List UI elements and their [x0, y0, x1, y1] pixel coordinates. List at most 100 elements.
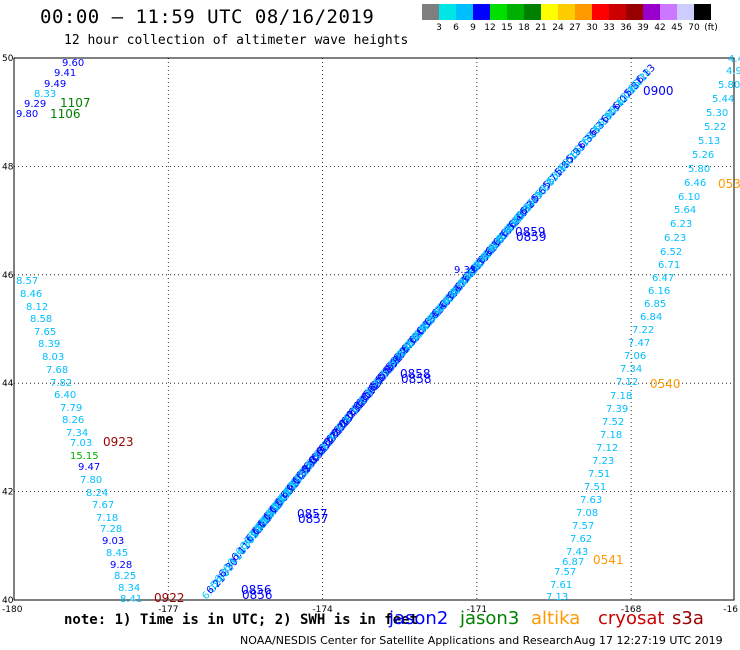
- wave-height-label: 7.18: [96, 513, 118, 524]
- satellite-legend-altika: altika: [531, 608, 581, 629]
- wave-height-label: 7.13: [546, 592, 568, 603]
- legend-swatch: [541, 4, 558, 20]
- lon-tick-label: -16: [723, 605, 738, 615]
- legend-label: 39: [637, 23, 649, 33]
- wave-height-label: 6.40: [54, 390, 76, 401]
- wave-height-label: 7.47: [628, 338, 650, 349]
- legend-swatch: [626, 4, 643, 20]
- wave-height-label: 7.61: [550, 580, 572, 591]
- pass-time-label: 1106: [50, 107, 81, 121]
- wave-height-label: 6.16: [648, 286, 670, 297]
- wave-height-label: 7.82: [50, 378, 72, 389]
- wave-height-label: 6.23: [670, 219, 692, 230]
- wave-height-label: 6.84: [640, 312, 662, 323]
- wave-height-label: 8.46: [20, 289, 42, 300]
- wave-height-label: 7.57: [554, 567, 576, 578]
- wave-height-label: 5.64: [674, 205, 696, 216]
- wave-height-label: 6.52: [660, 247, 682, 258]
- wave-height-label: 7.57: [572, 521, 594, 532]
- legend-swatch: [439, 4, 456, 20]
- wave-height-label: 9.49: [44, 79, 66, 90]
- pass-time-label: 0858: [401, 372, 432, 386]
- legend-label: 6: [453, 23, 459, 33]
- wave-height-label: 5.30: [706, 108, 728, 119]
- wave-height-label: 7.08: [576, 508, 598, 519]
- legend-swatch: [643, 4, 660, 20]
- legend-label: 21: [535, 23, 547, 33]
- wave-height-label: 9.47: [78, 462, 100, 473]
- generated-timestamp: Aug 17 12:27:19 UTC 2019: [574, 634, 723, 647]
- pass-time-label: 0857: [297, 507, 328, 521]
- wave-height-label: 8.57: [16, 276, 38, 287]
- wave-height-label: 5.26: [692, 150, 714, 161]
- wave-height-label: 5.80: [688, 164, 710, 175]
- map-frame: [13, 57, 735, 601]
- legend-label: 30: [586, 23, 598, 33]
- wave-height-label: 7.12: [616, 377, 638, 388]
- legend-label: 15: [501, 23, 513, 33]
- lon-tick-label: -177: [158, 605, 178, 615]
- legend-label: 70: [688, 23, 700, 33]
- wave-height-label: 8.12: [26, 302, 48, 313]
- map-grid: [14, 58, 734, 600]
- pass-time-label: 0857: [298, 512, 329, 526]
- legend-swatch: [524, 4, 541, 20]
- lat-tick-label: 42: [2, 488, 13, 498]
- legend-swatch: [575, 4, 592, 20]
- wave-height-label: 6.10: [678, 192, 700, 203]
- pass-time-label: 0922: [154, 591, 185, 605]
- pass-time-label: 0540: [650, 377, 681, 391]
- legend-label: 9: [470, 23, 476, 33]
- lat-tick-label: 48: [2, 162, 14, 172]
- wave-height-label: 5.13: [698, 136, 720, 147]
- legend-label: 45: [671, 23, 683, 33]
- legend-label: 12: [484, 23, 496, 33]
- satellite-legend-s3a: s3a: [672, 608, 704, 629]
- lat-tick-label: 44: [2, 379, 14, 389]
- wave-height-label: 6.47: [652, 273, 674, 284]
- wave-height-label: 8.25: [114, 571, 136, 582]
- wave-height-label: 7.51: [584, 482, 606, 493]
- lat-tick-label: 50: [2, 54, 14, 64]
- satellite-legend-jason2: jason2: [389, 608, 449, 629]
- pass-time-label: 053: [718, 177, 740, 191]
- wave-height-label: 9.80: [16, 109, 38, 120]
- wave-height-label: 4.4: [728, 54, 740, 65]
- pass-time-label: 0859: [515, 225, 546, 239]
- wave-height-label: 8.24: [86, 488, 108, 499]
- wave-height-label: 6.85: [644, 299, 666, 310]
- wave-height-label: 7.22: [632, 325, 654, 336]
- wave-height-label: 9.28: [110, 560, 132, 571]
- credit-line: NOAA/NESDIS Center for Satellite Applica…: [240, 634, 574, 647]
- wave-height-label: 4.9: [726, 66, 740, 77]
- legend-swatch: [694, 4, 711, 20]
- legend-swatch: [507, 4, 524, 20]
- wave-height-label: 9.03: [102, 536, 124, 547]
- wave-height-label: 7.06: [624, 351, 646, 362]
- lon-tick-label: -180: [2, 605, 23, 615]
- legend-label: (ft): [704, 23, 718, 33]
- wave-height-label: 7.62: [570, 534, 592, 545]
- map-border: [13, 57, 735, 601]
- wave-height-label: 7.80: [80, 475, 102, 486]
- wave-height-label: 7.51: [588, 469, 610, 480]
- wave-height-label: 5.44: [712, 94, 734, 105]
- pass-time-label: 0856: [242, 588, 273, 602]
- wave-height-label: 8.34: [118, 583, 140, 594]
- legend-swatch: [558, 4, 575, 20]
- lon-tick-label: -171: [467, 605, 487, 615]
- wave-height-label: 7.43: [566, 547, 588, 558]
- wave-height-label: 6.23: [664, 233, 686, 244]
- legend-label: 27: [569, 23, 581, 33]
- wave-height-label: 7.68: [46, 365, 68, 376]
- wave-height-label: 8.26: [62, 415, 84, 426]
- wave-height-label: 8.33: [34, 89, 56, 100]
- wave-height-label: 5.22: [704, 122, 726, 133]
- wave-height-label: 8.41: [120, 594, 142, 605]
- lon-tick-label: -168: [621, 605, 642, 615]
- wave-height-label: 9.41: [54, 68, 76, 79]
- pass-time-label: 0900: [643, 84, 674, 98]
- wave-height-label: 7.65: [34, 327, 56, 338]
- wave-height-label: 8.03: [42, 352, 64, 363]
